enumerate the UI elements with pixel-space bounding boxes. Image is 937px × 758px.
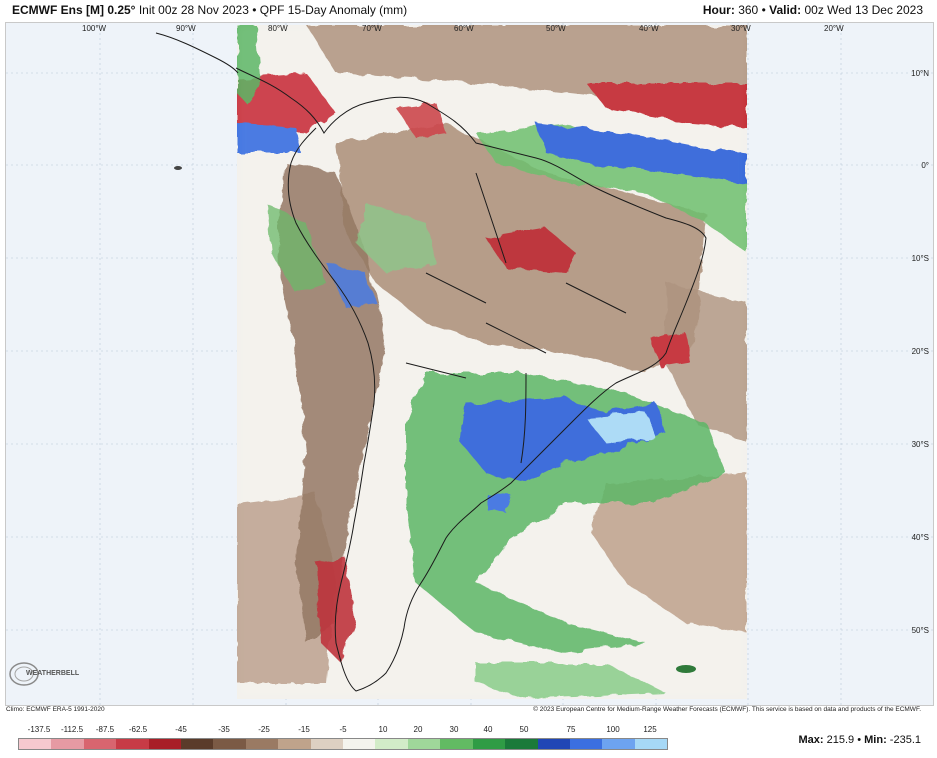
title-separator: •: [252, 3, 257, 17]
lat-label-20s: 20°S: [911, 347, 929, 356]
valid-info: Hour: 360 • Valid: 00z Wed 13 Dec 2023: [703, 3, 923, 17]
lon-label-30w: 30°W: [731, 24, 751, 33]
colorbar-label: 30: [449, 725, 459, 734]
logo-text: WEATHERBELL: [26, 670, 80, 677]
lat-label-30s: 30°S: [911, 440, 929, 449]
colorbar-segment: [602, 739, 635, 749]
lon-label-80w: 80°W: [268, 24, 288, 33]
max-value: 215.9: [826, 734, 855, 746]
max-label: Max:: [798, 734, 824, 746]
stats-separator: •: [857, 734, 862, 746]
init-time: Init 00z 28 Nov 2023: [138, 3, 249, 17]
lat-label-50s: 50°S: [911, 626, 929, 635]
lat-label-40s: 40°S: [911, 533, 929, 542]
anomaly-field: [237, 25, 747, 699]
hour-value: 360: [738, 3, 759, 17]
colorbar-label: -87.5: [95, 725, 115, 734]
colorbar-label: -45: [175, 725, 187, 734]
lon-label-100w: 100°W: [82, 24, 107, 33]
colorbar-segment: [310, 739, 344, 749]
colorbar-segment: [83, 739, 117, 749]
islands: [174, 166, 696, 673]
lat-label-0: 0°: [921, 161, 929, 170]
lon-label-60w: 60°W: [454, 24, 474, 33]
colorbar-segment: [181, 739, 214, 749]
valid-value: 00z Wed 13 Dec 2023: [804, 3, 923, 17]
product-name: QPF 15-Day Anomaly (mm): [259, 3, 408, 17]
colorbar-segment: [375, 739, 408, 749]
colorbar-segment: [51, 739, 84, 749]
valid-label: Valid:: [769, 3, 802, 17]
lon-label-50w: 50°W: [546, 24, 566, 33]
min-label: Min:: [864, 734, 887, 746]
colorbar-segment: [116, 739, 149, 749]
colorbar-segment: [440, 739, 473, 749]
model-name: ECMWF Ens [M] 0.25°: [12, 3, 136, 17]
colorbar-segment: [634, 739, 668, 749]
colorbar-label: 40: [483, 725, 493, 734]
colorbar-label: -62.5: [128, 725, 148, 734]
colorbar-label: 75: [566, 725, 576, 734]
colorbar-label: 10: [378, 725, 388, 734]
colorbar-label: -112.5: [60, 725, 84, 734]
colorbar-label: -35: [218, 725, 230, 734]
colorbar-label: -137.5: [27, 725, 51, 734]
coastlines: [155, 32, 707, 692]
map-title: ECMWF Ens [M] 0.25° Init 00z 28 Nov 2023…: [12, 3, 407, 17]
min-value: -235.1: [889, 734, 921, 746]
colorbar-segment: [472, 739, 506, 749]
anomaly-map: [6, 23, 933, 705]
colorbar: [18, 738, 668, 750]
title-bar: ECMWF Ens [M] 0.25° Init 00z 28 Nov 2023…: [0, 0, 937, 22]
colorbar-segment: [19, 739, 52, 749]
colorbar-label: -15: [298, 725, 310, 734]
lon-label-20w: 20°W: [824, 24, 844, 33]
colorbar-label: 20: [413, 725, 423, 734]
colorbar-segment: [537, 739, 570, 749]
colorbar-segment: [343, 739, 376, 749]
colorbar-label: -5: [339, 725, 347, 734]
colorbar-segment: [278, 739, 311, 749]
copyright-note: © 2023 European Centre for Medium-Range …: [533, 706, 921, 713]
weatherbell-logo: WEATHERBELL: [8, 660, 92, 688]
lon-label-70w: 70°W: [362, 24, 382, 33]
colorbar-label: 50: [519, 725, 529, 734]
colorbar-label: -25: [258, 725, 270, 734]
colorbar-label: 100: [606, 725, 620, 734]
hour-label: Hour:: [702, 3, 735, 17]
colorbar-labels: -137.5 -112.5 -87.5 -62.5 -45 -35 -25 -1…: [18, 725, 668, 737]
lon-label-40w: 40°W: [639, 24, 659, 33]
max-min-stats: Max: 215.9 • Min: -235.1: [798, 734, 921, 746]
colorbar-segment: [407, 739, 441, 749]
map-panel: 100°W 90°W 80°W 70°W 60°W 50°W 40°W 30°W…: [5, 22, 934, 706]
colorbar-segment: [213, 739, 246, 749]
lon-label-90w: 90°W: [176, 24, 196, 33]
colorbar-label: 125: [643, 725, 657, 734]
colorbar-segment: [148, 739, 182, 749]
colorbar-segment: [505, 739, 538, 749]
climo-note: Climo: ECMWF ERA-5 1991-2020: [6, 706, 105, 713]
lat-label-10n: 10°N: [911, 69, 929, 78]
valid-separator: •: [761, 3, 766, 17]
lat-label-10s: 10°S: [911, 254, 929, 263]
colorbar-segment: [569, 739, 603, 749]
colorbar-segment: [245, 739, 279, 749]
